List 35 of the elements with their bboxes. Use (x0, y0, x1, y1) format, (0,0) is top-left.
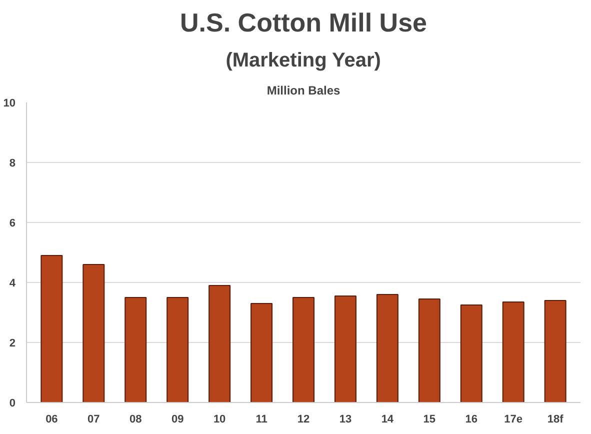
x-tick-label: 14 (381, 414, 394, 426)
bar (82, 264, 105, 402)
y-tick-label: 4 (9, 278, 16, 290)
y-tick-label: 10 (3, 98, 16, 110)
x-tick-label: 18f (547, 414, 564, 426)
y-axis-title: Million Bales (266, 84, 340, 98)
y-tick-label: 0 (9, 398, 16, 410)
x-tick-label: 08 (130, 414, 142, 426)
bar (208, 285, 231, 402)
bar (460, 304, 482, 402)
bar (544, 300, 566, 402)
y-tick-label: 6 (9, 218, 16, 230)
bar (376, 294, 398, 402)
y-tick-label: 8 (9, 158, 16, 170)
chart-subtitle: (Marketing Year) (226, 50, 381, 72)
x-tick-label: 09 (171, 414, 184, 426)
x-tick-label: 11 (256, 414, 268, 426)
bar (166, 297, 189, 402)
bar (292, 297, 314, 402)
x-tick-label: 07 (88, 414, 100, 426)
bar (250, 303, 273, 402)
chart-title: U.S. Cotton Mill Use (180, 8, 427, 38)
bar (334, 296, 356, 402)
x-tick-label: 17e (504, 414, 523, 426)
x-tick-label: 10 (213, 414, 226, 426)
x-tick-label: 15 (423, 414, 436, 426)
x-tick-label: 06 (46, 414, 58, 426)
bar (40, 255, 63, 402)
bar (124, 297, 147, 402)
bar (418, 298, 440, 402)
x-tick-label: 16 (465, 414, 478, 426)
x-tick-label: 13 (339, 414, 352, 426)
y-tick-label: 2 (9, 338, 16, 350)
bar (502, 302, 524, 402)
x-tick-label: 12 (297, 414, 310, 426)
